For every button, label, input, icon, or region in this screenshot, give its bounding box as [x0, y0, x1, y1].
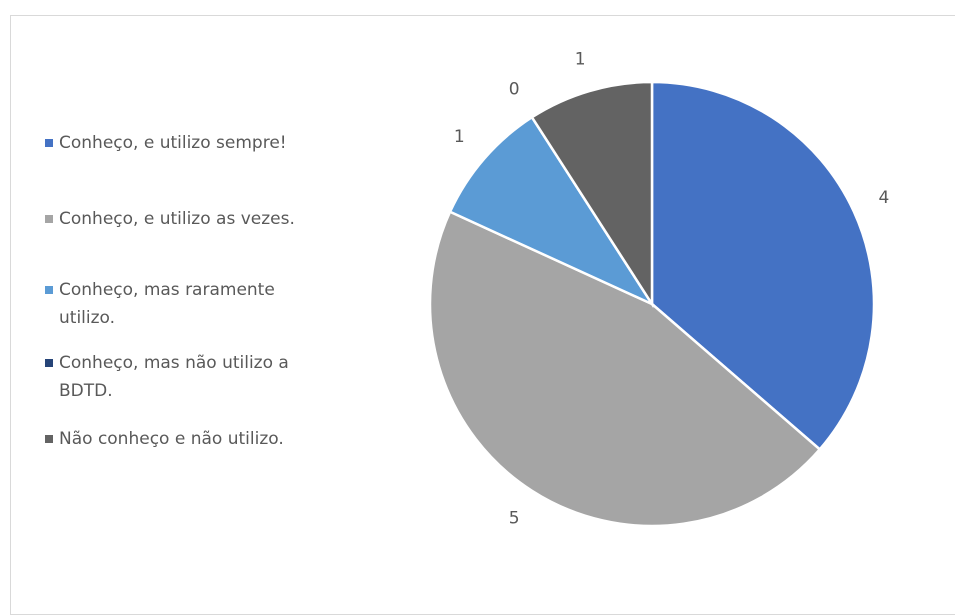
- pie: 4 5 1 0 1: [428, 49, 890, 529]
- legend-swatch: [45, 139, 53, 147]
- legend-swatch: [45, 286, 53, 294]
- data-label: 4: [879, 188, 890, 208]
- legend-swatch: [45, 215, 53, 223]
- legend-entry: Conheço, e utilizo as vezes.: [45, 205, 335, 233]
- legend-label: Conheço, e utilizo sempre!: [59, 133, 287, 153]
- legend-entry: Não conheço e não utilizo.: [45, 425, 335, 453]
- chart: 4 5 1 0 1 Conheço, e utilizo sempre! Conheço,…: [10, 15, 955, 615]
- pie-slice: [448, 115, 656, 307]
- data-label: 1: [575, 49, 586, 69]
- legend-label: Conheço, mas não utilizo a BDTD.: [59, 353, 289, 401]
- legend-label: Não conheço e não utilizo.: [59, 429, 284, 449]
- legend-entry: Conheço, mas não utilizo a BDTD.: [45, 349, 335, 405]
- pie-slice: [428, 210, 822, 528]
- pie-slice: [650, 80, 876, 452]
- legend-swatch: [45, 359, 53, 367]
- legend-entry: Conheço, mas raramente utilizo.: [45, 276, 335, 332]
- legend-label: Conheço, mas raramente utilizo.: [59, 280, 275, 328]
- legend-entry: Conheço, e utilizo sempre!: [45, 129, 335, 157]
- legend-label: Conheço, e utilizo as vezes.: [59, 209, 295, 229]
- data-label: 1: [454, 127, 465, 147]
- data-label: 0: [509, 79, 520, 99]
- data-label: 5: [509, 509, 520, 529]
- pie-slice: [530, 80, 654, 309]
- legend-swatch: [45, 435, 53, 443]
